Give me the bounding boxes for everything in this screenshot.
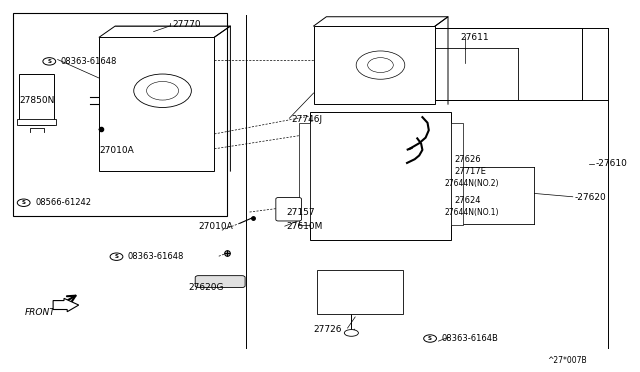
Bar [99,37,214,171]
Bar [19,74,54,125]
Text: 27717E: 27717E [454,167,486,176]
Text: S: S [115,254,118,259]
Polygon shape [53,298,79,312]
Ellipse shape [344,330,358,336]
Text: 27624: 27624 [454,196,481,205]
Text: 27010A: 27010A [198,222,233,231]
Text: S: S [47,59,51,64]
Text: 08363-6164B: 08363-6164B [442,334,499,343]
Bar [299,123,310,225]
Text: 27157: 27157 [287,208,316,217]
Text: FRONT: FRONT [24,308,55,317]
Text: 27644N(NO.2): 27644N(NO.2) [445,179,499,187]
Text: -27620: -27620 [575,193,607,202]
Bar [310,112,451,240]
Text: 27620G: 27620G [189,283,224,292]
Text: 27644N(NO.1): 27644N(NO.1) [445,208,499,217]
Bar [451,123,463,225]
FancyBboxPatch shape [276,198,301,221]
Text: 27746J: 27746J [291,115,323,124]
FancyBboxPatch shape [195,276,245,288]
Bar [317,270,403,314]
Text: 27610M: 27610M [287,222,323,231]
Text: 27726: 27726 [314,325,342,334]
Text: 27770: 27770 [173,20,202,29]
Text: 27626: 27626 [454,155,481,164]
Bar [13,13,227,216]
Bar [314,26,435,104]
Bar [17,119,56,125]
Text: 08363-61648: 08363-61648 [128,252,184,261]
Text: S: S [428,336,432,341]
Text: 08363-61648: 08363-61648 [61,57,117,66]
Text: S: S [22,200,26,205]
Text: 27010A: 27010A [99,146,134,155]
Text: 27850N: 27850N [19,96,54,105]
Text: 27611: 27611 [461,33,490,42]
Text: ^27*007B: ^27*007B [547,356,587,365]
Bar [384,28,582,100]
Text: 08566-61242: 08566-61242 [35,198,92,207]
Text: -27610: -27610 [595,159,627,168]
